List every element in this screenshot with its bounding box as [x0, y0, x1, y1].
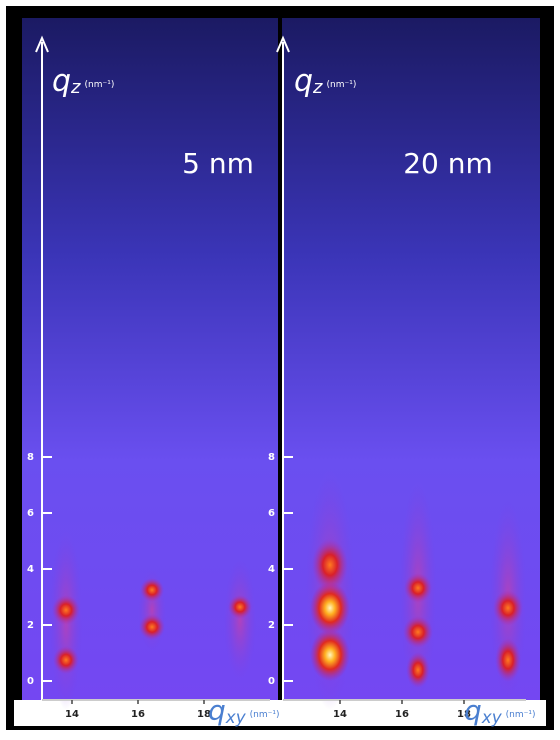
y-tick-label: 6	[27, 508, 34, 519]
figure: qz(nm⁻¹)5 nm02468141618qxy(nm⁻¹)qz(nm⁻¹)…	[0, 0, 560, 736]
panel-title: 20 nm	[403, 147, 493, 180]
axis-subscript: xy	[225, 707, 247, 727]
y-tick-label: 2	[27, 620, 34, 631]
axis-symbol: q	[208, 694, 226, 727]
y-tick-label: 0	[27, 676, 34, 687]
axis-symbol: q	[294, 64, 313, 99]
panel-title: 5 nm	[182, 147, 254, 180]
page: qz(nm⁻¹)5 nm02468141618qxy(nm⁻¹)qz(nm⁻¹)…	[0, 0, 560, 736]
x-tick-label: 14	[65, 709, 79, 720]
y-tick-label: 4	[268, 564, 275, 575]
axis-unit: (nm⁻¹)	[506, 710, 536, 720]
axis-unit: (nm⁻¹)	[85, 80, 115, 90]
axis-subscript: xy	[481, 707, 503, 727]
axis-unit: (nm⁻¹)	[327, 80, 357, 90]
x-tick-label: 14	[333, 709, 347, 720]
axis-subscript: z	[70, 77, 81, 98]
axis-symbol: q	[464, 694, 482, 727]
axis-subscript: z	[312, 77, 323, 98]
y-tick-label: 8	[27, 452, 34, 463]
y-tick-label: 4	[27, 564, 34, 575]
axis-unit: (nm⁻¹)	[250, 710, 280, 720]
y-tick-label: 8	[268, 452, 275, 463]
x-tick-label: 16	[395, 709, 409, 720]
y-tick-label: 0	[268, 676, 275, 687]
x-tick-label: 16	[131, 709, 145, 720]
y-tick-label: 6	[268, 508, 275, 519]
axis-symbol: q	[52, 64, 71, 99]
y-tick-label: 2	[268, 620, 275, 631]
